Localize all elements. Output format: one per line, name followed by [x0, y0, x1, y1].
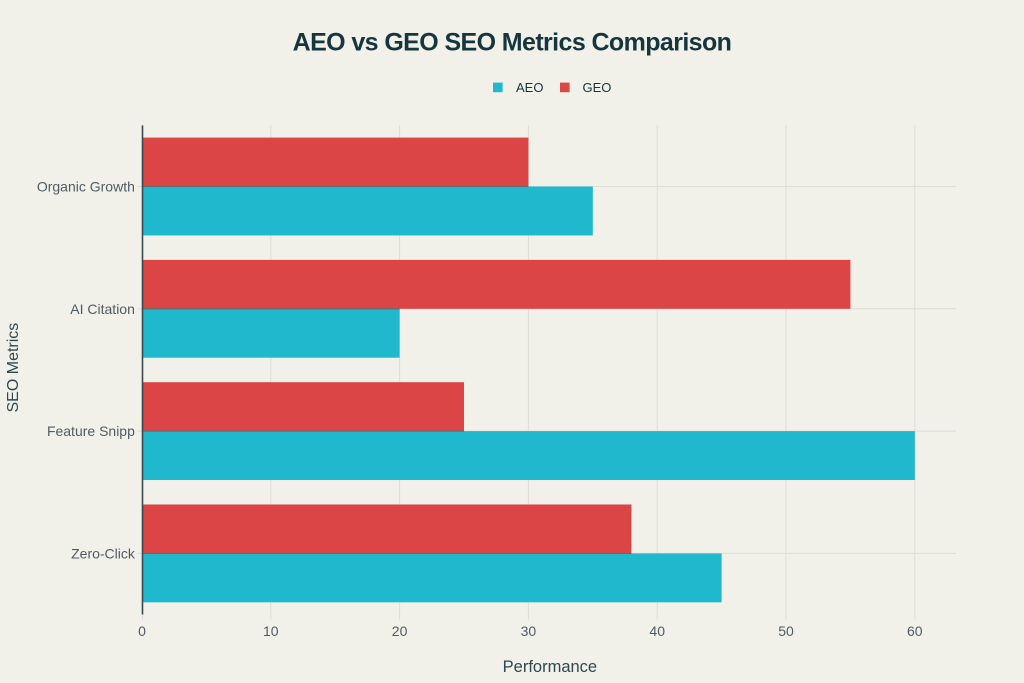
svg-text:Organic Growth: Organic Growth	[37, 179, 135, 195]
svg-text:60: 60	[907, 623, 923, 639]
svg-text:0: 0	[138, 623, 146, 639]
svg-text:Performance: Performance	[503, 658, 597, 676]
svg-text:40: 40	[649, 623, 665, 639]
svg-text:AEO vs GEO SEO Metrics Compari: AEO vs GEO SEO Metrics Comparison	[293, 28, 732, 56]
svg-text:20: 20	[392, 623, 408, 639]
svg-text:SEO Metrics: SEO Metrics	[5, 323, 22, 413]
svg-text:AEO: AEO	[516, 80, 543, 95]
svg-text:AI Citation: AI Citation	[70, 301, 135, 317]
svg-text:10: 10	[263, 623, 279, 639]
svg-text:50: 50	[778, 623, 794, 639]
svg-text:30: 30	[521, 623, 537, 639]
svg-text:GEO: GEO	[583, 80, 612, 95]
svg-text:Zero-Click: Zero-Click	[71, 546, 136, 562]
svg-text:Feature Snipp: Feature Snipp	[47, 423, 135, 439]
